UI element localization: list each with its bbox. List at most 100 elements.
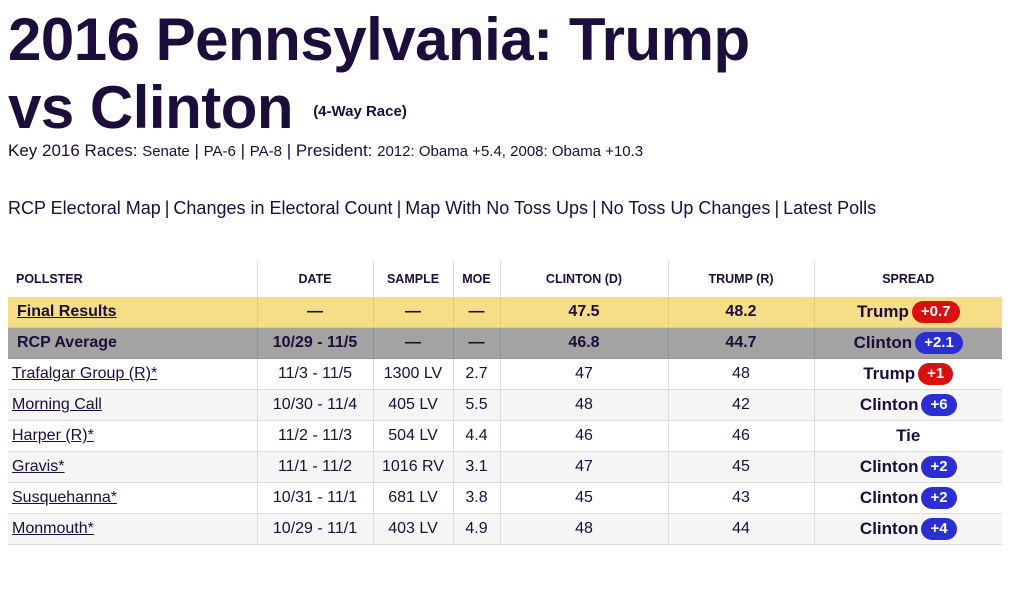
date-cell: 10/29 - 11/1 xyxy=(257,513,374,545)
spread-leader-name: Clinton xyxy=(859,395,919,414)
pollster-link[interactable]: Harper (R)* xyxy=(12,427,94,444)
clinton-value-cell: 45 xyxy=(500,482,669,514)
sample-cell: — xyxy=(373,297,454,328)
sample-cell: 504 LV xyxy=(373,420,454,452)
sample-cell: 405 LV xyxy=(373,389,454,421)
spread-value-badge: +2 xyxy=(921,487,957,509)
sample-cell: 1016 RV xyxy=(373,451,454,483)
clinton-value-cell: 48 xyxy=(500,513,669,545)
spread-leader-name: Clinton xyxy=(859,488,919,507)
key-race-link-pa8[interactable]: PA-8 xyxy=(249,143,282,160)
pollster-link[interactable]: Susquehanna* xyxy=(12,489,117,506)
polls-table: POLLSTER DATE SAMPLE MOE CLINTON (D) TRU… xyxy=(8,260,1002,545)
col-header-sample: SAMPLE xyxy=(373,260,454,297)
pollster-cell: RCP Average xyxy=(8,327,258,359)
pollster-link[interactable]: Monmouth* xyxy=(12,520,94,537)
nav-link-no-toss-ups[interactable]: Map With No Toss Ups xyxy=(405,198,588,218)
col-header-moe: MOE xyxy=(453,260,501,297)
moe-cell: 4.4 xyxy=(453,420,501,452)
nav-link-electoral-changes[interactable]: Changes in Electoral Count xyxy=(173,198,393,218)
spread-cell: Trump +0.7 xyxy=(814,297,1002,328)
col-header-date: DATE xyxy=(257,260,374,297)
spread-cell: Clinton +2 xyxy=(814,451,1002,483)
spread-value-badge: +6 xyxy=(921,394,957,416)
nav-link-electoral-map[interactable]: RCP Electoral Map xyxy=(8,198,161,218)
table-header-row: POLLSTER DATE SAMPLE MOE CLINTON (D) TRU… xyxy=(8,260,1002,297)
trump-value-cell: 46 xyxy=(668,420,815,452)
pollster-cell: Susquehanna* xyxy=(8,482,258,514)
spread-value-badge: +0.7 xyxy=(911,301,960,323)
table-row: Morning Call 10/30 - 11/4 405 LV 5.5 48 42 Cli… xyxy=(8,389,1002,421)
spread-leader-name: Clinton xyxy=(853,333,913,352)
clinton-value-cell: 47 xyxy=(500,358,669,390)
key-race-link-pa6[interactable]: PA-6 xyxy=(203,143,236,160)
nav-link-latest-polls[interactable]: Latest Polls xyxy=(783,198,877,218)
pollster-link[interactable]: Trafalgar Group (R)* xyxy=(12,365,158,382)
moe-cell: 3.1 xyxy=(453,451,501,483)
col-header-pollster: POLLSTER xyxy=(8,260,258,297)
page-title-line1: 2016 Pennsylvania: Trump xyxy=(8,6,750,73)
date-cell: 10/31 - 11/1 xyxy=(257,482,374,514)
date-cell: 11/2 - 11/3 xyxy=(257,420,374,452)
pollster-cell: Monmouth* xyxy=(8,513,258,545)
col-header-clinton: CLINTON (D) xyxy=(500,260,669,297)
date-cell: 10/29 - 11/5 xyxy=(257,327,374,359)
sample-cell: 1300 LV xyxy=(373,358,454,390)
spread-cell: Tie xyxy=(814,420,1002,452)
clinton-value-cell: 47.5 xyxy=(500,297,669,328)
president-history: 2012: Obama +5.4, 2008: Obama +10.3 xyxy=(377,143,644,160)
pollster-link[interactable]: RCP Average xyxy=(17,334,117,351)
spread-value-badge: +4 xyxy=(921,518,957,540)
key-race-link-senate[interactable]: Senate xyxy=(142,143,190,160)
pollster-cell: Gravis* xyxy=(8,451,258,483)
clinton-value-cell: 48 xyxy=(500,389,669,421)
date-cell: — xyxy=(257,297,374,328)
trump-value-cell: 44 xyxy=(668,513,815,545)
trump-value-cell: 42 xyxy=(668,389,815,421)
moe-cell: 5.5 xyxy=(453,389,501,421)
date-cell: 10/30 - 11/4 xyxy=(257,389,374,421)
trump-value-cell: 45 xyxy=(668,451,815,483)
page-title: 2016 Pennsylvania: Trump vs Clinton (4-Wa… xyxy=(8,6,1008,158)
spread-leader-name: Clinton xyxy=(859,457,919,476)
table-row: Monmouth* 10/29 - 11/1 403 LV 4.9 48 44 Clinto… xyxy=(8,513,1002,545)
president-label: President: xyxy=(295,141,373,160)
table-row: Susquehanna* 10/31 - 11/1 681 LV 3.8 45 43 Cli… xyxy=(8,482,1002,514)
pollster-link[interactable]: Gravis* xyxy=(12,458,65,475)
map-nav-links: RCP Electoral Map | Changes in Electoral C… xyxy=(8,198,877,218)
moe-cell: — xyxy=(453,327,501,359)
page-title-line2: vs Clinton xyxy=(8,74,294,141)
moe-cell: — xyxy=(453,297,501,328)
spread-cell: Clinton +2 xyxy=(814,482,1002,514)
pollster-link[interactable]: Final Results xyxy=(17,303,117,320)
spread-leader-name: Trump xyxy=(863,364,916,383)
trump-value-cell: 48 xyxy=(668,358,815,390)
pollster-cell: Morning Call xyxy=(8,389,258,421)
spread-value-badge: +2 xyxy=(921,456,957,478)
table-row: Gravis* 11/1 - 11/2 1016 RV 3.1 47 45 Clinton +… xyxy=(8,451,1002,483)
trump-value-cell: 48.2 xyxy=(668,297,815,328)
date-cell: 11/3 - 11/5 xyxy=(257,358,374,390)
col-header-spread: SPREAD xyxy=(882,271,935,286)
key-races-line: Key 2016 Races: Senate | PA-6 | PA-8 | P… xyxy=(8,141,644,160)
moe-cell: 4.9 xyxy=(453,513,501,545)
spread-leader-name: Trump xyxy=(856,302,909,321)
trump-value-cell: 44.7 xyxy=(668,327,815,359)
race-type-subtitle: (4-Way Race) xyxy=(313,103,407,120)
pollster-link[interactable]: Morning Call xyxy=(12,396,102,413)
spread-tie-label: Tie xyxy=(896,426,921,445)
pollster-cell: Harper (R)* xyxy=(8,420,258,452)
sample-cell: 403 LV xyxy=(373,513,454,545)
spread-value-badge: +2.1 xyxy=(915,332,963,354)
date-cell: 11/1 - 11/2 xyxy=(257,451,374,483)
nav-link-no-toss-up-changes[interactable]: No Toss Up Changes xyxy=(600,198,771,218)
spread-cell: Clinton +6 xyxy=(814,389,1002,421)
spread-cell: Clinton +4 xyxy=(814,513,1002,545)
clinton-value-cell: 46 xyxy=(500,420,669,452)
table-row: Harper (R)* 11/2 - 11/3 504 LV 4.4 46 46 Tie xyxy=(8,420,1002,452)
poll-rows: Final Results — — —47.5 48.2 Trump +0.7 RCP Ave… xyxy=(8,297,1002,545)
pollster-cell: Final Results xyxy=(8,297,258,328)
moe-cell: 2.7 xyxy=(453,358,501,390)
moe-cell: 3.8 xyxy=(453,482,501,514)
pollster-cell: Trafalgar Group (R)* xyxy=(8,358,258,390)
